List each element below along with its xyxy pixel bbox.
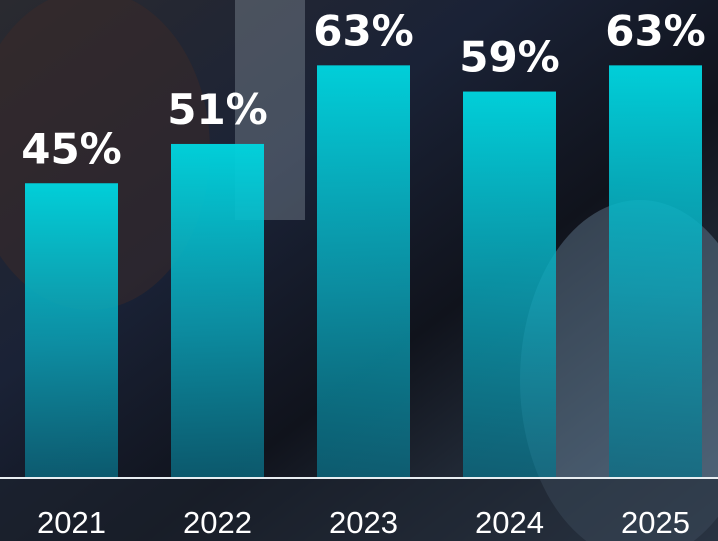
value-label: 51% xyxy=(167,85,268,134)
photo-shape xyxy=(0,478,718,541)
x-tick-label: 2024 xyxy=(475,505,544,540)
x-tick-label: 2022 xyxy=(183,505,252,540)
value-label: 63% xyxy=(313,6,414,55)
value-label: 45% xyxy=(21,124,122,173)
bar xyxy=(463,91,556,479)
bar xyxy=(25,183,118,478)
x-tick-label: 2025 xyxy=(621,505,690,540)
value-label: 63% xyxy=(605,6,706,55)
x-tick-label: 2023 xyxy=(329,505,398,540)
bar xyxy=(609,65,702,478)
value-label: 59% xyxy=(459,33,560,82)
bar xyxy=(317,65,410,478)
x-tick-label: 2021 xyxy=(37,505,106,540)
plot: 45% 2021 51% 2022 63% 2023 59% 2024 63% 2025 xyxy=(21,6,706,540)
bar xyxy=(171,143,264,478)
